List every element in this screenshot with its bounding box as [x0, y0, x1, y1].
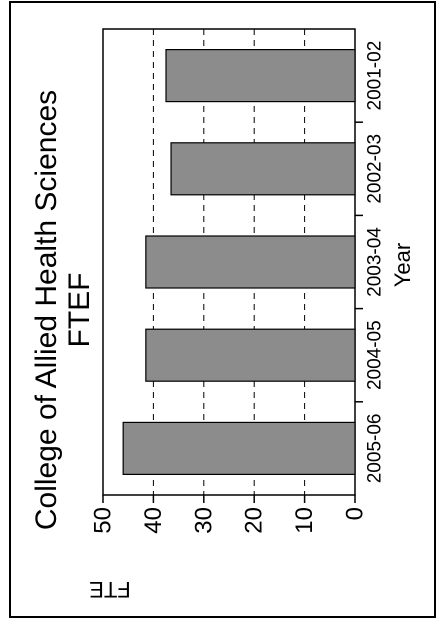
- y-tick-label: 40: [140, 507, 167, 534]
- bar: [145, 328, 356, 382]
- bar: [170, 142, 356, 196]
- bar: [122, 421, 356, 475]
- y-axis-label: FTE: [89, 577, 131, 602]
- bars: [122, 48, 356, 475]
- title-group: College of Allied Health Sciences FTEF: [30, 90, 96, 530]
- plot-area: 2001-02 2002-03 2003-04 2004-05 2005-06 0 10 2…: [90, 28, 386, 534]
- x-tick-label: 2002-03: [365, 134, 386, 204]
- y-tick-label: 10: [291, 507, 318, 534]
- y-ticks: 0 10 20 30 40 50: [90, 495, 369, 534]
- x-tick-label: 2003-04: [365, 227, 386, 297]
- y-tick-label: 20: [241, 507, 268, 534]
- x-axis-label: Year: [390, 243, 415, 287]
- x-tick-label: 2005-06: [365, 414, 386, 484]
- y-tick-label: 30: [190, 507, 217, 534]
- y-tick-label: 50: [90, 507, 117, 534]
- y-tick-label: 0: [342, 507, 369, 520]
- x-ticks: 2001-02 2002-03 2003-04 2004-05 2005-06: [355, 41, 386, 484]
- bar: [165, 48, 356, 103]
- x-tick-label: 2004-05: [365, 320, 386, 390]
- chart-subtitle: FTEF: [63, 273, 96, 348]
- bar: [145, 235, 356, 289]
- x-tick-label: 2001-02: [365, 41, 386, 111]
- outer-frame: [9, 1, 436, 618]
- chart-title: College of Allied Health Sciences: [30, 90, 63, 530]
